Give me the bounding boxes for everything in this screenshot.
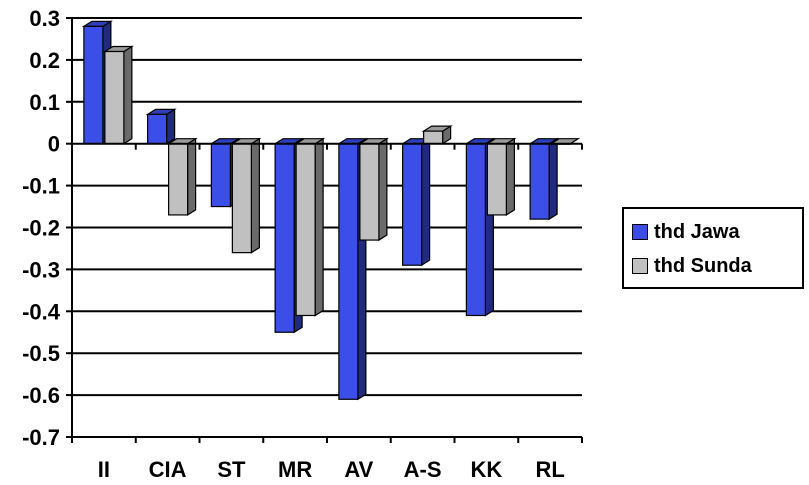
bar-thd-jawa-cia [145,108,177,145]
legend-item-series-2: thd Sunda [632,251,752,281]
y-tick-label-5: -0.2 [22,216,60,241]
legend-swatch-series-1 [632,224,648,240]
y-tick-label-3: 0 [48,132,60,157]
y-tick-labels: 0.3 0.2 0.1 0 -0.1 -0.2 -0.3 -0.4 -0.5 -0.6 -0.7 [22,6,61,450]
y-tick-label-4: -0.1 [22,174,60,199]
bar-thd-jawa-rl [528,137,560,221]
bar-thd-sunda-st [230,137,262,254]
bar-thd-sunda-mr [294,137,326,317]
y-tick-label-0: 0.3 [29,6,60,31]
x-tick-label-6: KK [470,457,502,482]
x-tick-label-3: MR [278,457,312,482]
bar-thd-sunda-av [357,137,389,242]
y-tick-label-7: -0.4 [22,299,61,324]
x-tick-label-2: ST [217,457,246,482]
y-tick-label-9: -0.6 [22,383,60,408]
grid-lines [72,17,582,438]
legend-label-series-2: thd Sunda [654,254,752,277]
legend: thd Jawa thd Sunda [622,207,804,289]
y-tick-label-1: 0.2 [29,48,60,73]
bar-thd-sunda-a-s [421,125,453,145]
bar-thd-sunda-cia [166,137,198,217]
bar-thd-jawa-a-s [400,137,432,267]
y-tick-label-6: -0.3 [22,257,60,282]
y-tick-label-10: -0.7 [22,425,60,450]
axes [66,17,583,443]
x-tick-label-0: II [98,457,110,482]
bars [81,20,581,401]
x-tick-label-1: CIA [149,457,187,482]
legend-item-series-1: thd Jawa [632,217,740,247]
bar-thd-sunda-ii [102,45,134,145]
y-tick-label-8: -0.5 [22,341,60,366]
legend-swatch-series-2 [632,258,648,274]
y-tick-label-2: 0.1 [29,90,60,115]
x-tick-label-4: AV [344,457,373,482]
x-tick-labels: II CIA ST MR AV A-S KK RL [98,457,565,482]
bar-thd-sunda-kk [485,137,517,217]
x-tick-label-5: A-S [404,457,442,482]
legend-label-series-1: thd Jawa [654,220,740,243]
x-tick-label-7: RL [535,457,564,482]
